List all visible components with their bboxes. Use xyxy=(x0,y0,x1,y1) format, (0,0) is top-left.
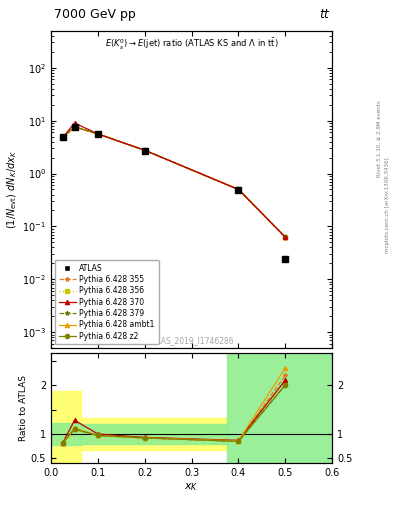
ATLAS xyxy=(283,256,288,262)
Pythia 6.428 z2 xyxy=(95,131,100,137)
Pythia 6.428 355 xyxy=(283,234,288,240)
Legend: ATLAS, Pythia 6.428 355, Pythia 6.428 356, Pythia 6.428 370, Pythia 6.428 379, P: ATLAS, Pythia 6.428 355, Pythia 6.428 35… xyxy=(55,260,158,345)
ATLAS xyxy=(61,134,65,140)
Pythia 6.428 356 xyxy=(283,234,288,240)
Pythia 6.428 ambt1 xyxy=(61,134,65,140)
Line: Pythia 6.428 379: Pythia 6.428 379 xyxy=(61,125,287,239)
Pythia 6.428 356 xyxy=(95,131,100,137)
Pythia 6.428 356 xyxy=(61,134,65,140)
Pythia 6.428 355 xyxy=(72,124,77,130)
Pythia 6.428 z2 xyxy=(61,134,65,140)
Line: Pythia 6.428 355: Pythia 6.428 355 xyxy=(61,125,287,239)
Text: $E(K^0_s) \rightarrow E(\mathrm{jet})$ ratio (ATLAS KS and $\Lambda$ in t$\bar{\: $E(K^0_s) \rightarrow E(\mathrm{jet})$ r… xyxy=(105,37,278,52)
Line: Pythia 6.428 370: Pythia 6.428 370 xyxy=(61,121,287,239)
Bar xyxy=(51,423,81,445)
Pythia 6.428 ambt1 xyxy=(95,131,100,137)
Pythia 6.428 379 xyxy=(72,124,77,130)
Pythia 6.428 370 xyxy=(61,134,65,140)
Pythia 6.428 356 xyxy=(72,124,77,130)
X-axis label: $x_K$: $x_K$ xyxy=(184,481,199,493)
Text: Rivet 3.1.10, ≥ 2.9M events: Rivet 3.1.10, ≥ 2.9M events xyxy=(377,100,382,177)
Pythia 6.428 370 xyxy=(236,186,241,193)
Bar xyxy=(227,351,332,483)
ATLAS xyxy=(95,131,100,137)
Pythia 6.428 ambt1 xyxy=(283,234,288,240)
Pythia 6.428 z2 xyxy=(283,234,288,240)
Pythia 6.428 379 xyxy=(61,134,65,140)
Pythia 6.428 ambt1 xyxy=(236,186,241,193)
Pythia 6.428 355 xyxy=(236,186,241,193)
ATLAS xyxy=(142,147,147,154)
Pythia 6.428 ambt1 xyxy=(142,147,147,153)
Bar xyxy=(51,391,81,462)
Text: 7000 GeV pp: 7000 GeV pp xyxy=(54,8,136,21)
Pythia 6.428 370 xyxy=(95,131,100,137)
Line: Pythia 6.428 356: Pythia 6.428 356 xyxy=(61,125,287,239)
Line: Pythia 6.428 z2: Pythia 6.428 z2 xyxy=(61,125,287,239)
Pythia 6.428 z2 xyxy=(72,124,77,130)
Pythia 6.428 370 xyxy=(72,120,77,126)
Y-axis label: $(1/N_\mathrm{evt})\ dN_K/dx_K$: $(1/N_\mathrm{evt})\ dN_K/dx_K$ xyxy=(6,150,20,229)
Line: ATLAS: ATLAS xyxy=(60,124,288,262)
Pythia 6.428 370 xyxy=(142,147,147,153)
Text: tt: tt xyxy=(320,8,329,21)
Pythia 6.428 370 xyxy=(283,234,288,240)
Bar xyxy=(81,418,227,450)
Line: Pythia 6.428 ambt1: Pythia 6.428 ambt1 xyxy=(61,125,287,239)
Pythia 6.428 379 xyxy=(236,186,241,193)
ATLAS xyxy=(72,124,77,130)
Pythia 6.428 355 xyxy=(61,134,65,140)
Pythia 6.428 379 xyxy=(283,234,288,240)
Pythia 6.428 355 xyxy=(95,131,100,137)
Text: mcplots.cern.ch [arXiv:1306.3436]: mcplots.cern.ch [arXiv:1306.3436] xyxy=(385,157,389,252)
Pythia 6.428 379 xyxy=(95,131,100,137)
ATLAS xyxy=(236,187,241,194)
Pythia 6.428 355 xyxy=(142,147,147,153)
Pythia 6.428 356 xyxy=(142,147,147,153)
Pythia 6.428 z2 xyxy=(236,186,241,193)
Pythia 6.428 379 xyxy=(142,147,147,153)
Pythia 6.428 356 xyxy=(236,186,241,193)
Bar xyxy=(81,424,227,444)
Text: ATLAS_2019_I1746286: ATLAS_2019_I1746286 xyxy=(148,336,235,345)
Pythia 6.428 ambt1 xyxy=(72,124,77,130)
Pythia 6.428 z2 xyxy=(142,147,147,153)
Y-axis label: Ratio to ATLAS: Ratio to ATLAS xyxy=(19,375,28,441)
